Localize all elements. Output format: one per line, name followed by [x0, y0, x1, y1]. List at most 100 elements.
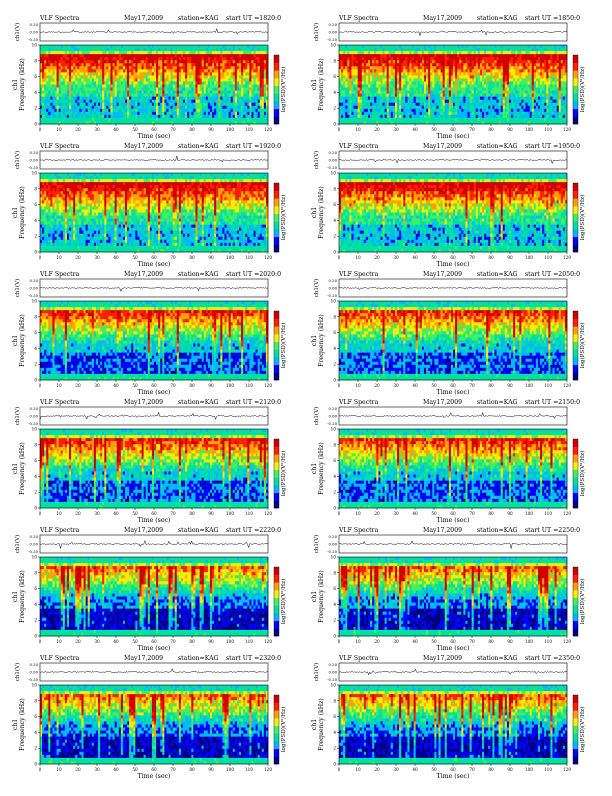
spectrogram-cell — [231, 94, 233, 97]
spectrogram-cell — [409, 66, 411, 69]
spectrogram-cell — [412, 63, 414, 66]
spectrogram-cell — [251, 109, 253, 112]
panel-station: station=KAG — [477, 15, 518, 22]
spectrogram-cell — [235, 91, 237, 94]
spectrogram-cell — [218, 85, 220, 88]
spectrogram-cell — [349, 63, 351, 66]
spectrogram-cell — [351, 48, 353, 51]
spectrogram-cell — [438, 66, 440, 69]
spectrogram-cell — [407, 63, 409, 66]
spectrogram-cell — [455, 60, 457, 63]
spectrogram-cell — [202, 97, 204, 100]
spectrogram-cell — [96, 94, 98, 97]
spectrogram-cell — [106, 118, 108, 121]
spectrogram-cell — [44, 88, 46, 91]
spectrogram-cell — [204, 88, 206, 91]
spectrogram-cell — [243, 63, 245, 66]
spectrogram-cell — [135, 109, 137, 112]
spectrogram-cell — [449, 48, 451, 51]
spectrogram-cell — [79, 91, 81, 94]
spectrogram-cell — [391, 66, 393, 69]
spectrogram-cell — [173, 57, 175, 60]
spectrogram-cell — [220, 45, 222, 48]
spectrogram-cell — [349, 66, 351, 69]
spectrogram-cell — [362, 48, 364, 51]
spectrogram-cell — [131, 45, 133, 48]
spectrogram-cell — [191, 88, 193, 91]
spectrogram-cell — [52, 118, 54, 121]
spectrogram-cell — [106, 103, 108, 106]
spectrogram-cell — [262, 51, 264, 54]
spectrogram-cell — [117, 106, 119, 109]
spectrogram-cell — [264, 75, 266, 78]
spectrogram-cell — [249, 97, 251, 100]
spectrogram-cell — [86, 75, 88, 78]
spectrogram-cell — [563, 45, 565, 48]
spectrogram-cell — [193, 66, 195, 69]
spectrogram-cell — [52, 57, 54, 60]
spectrogram-panel: VLF SpectraMay17,2009station=KAGstart UT… — [311, 15, 586, 140]
spectrogram-cell — [212, 63, 214, 66]
spectrogram-cell — [102, 85, 104, 88]
spectrogram-cell — [123, 72, 125, 75]
spectrogram-cell — [358, 66, 360, 69]
spectrogram-cell — [434, 45, 436, 48]
spectrogram-cell — [212, 103, 214, 106]
spectrogram-cell — [349, 51, 351, 54]
spectrogram-cell — [507, 63, 509, 66]
spectrogram-cell — [104, 115, 106, 118]
spectrogram-cell — [544, 63, 546, 66]
spectrogram-cell — [88, 106, 90, 109]
spectrogram-cell — [189, 78, 191, 81]
spectrogram-cell — [75, 85, 77, 88]
spectrogram-cell — [472, 54, 474, 57]
spectrogram-cell — [260, 69, 262, 72]
spectrogram-cell — [351, 57, 353, 60]
spectrogram-cell — [179, 100, 181, 103]
spectrogram-cell — [94, 69, 96, 72]
spectrogram-cell — [227, 88, 229, 91]
spectrogram-cell — [154, 97, 156, 100]
spectrogram-cell — [258, 66, 260, 69]
spectrogram-cell — [67, 97, 69, 100]
spectrogram-cell — [251, 69, 253, 72]
spectrogram-cell — [253, 54, 255, 57]
spectrogram-cell — [166, 100, 168, 103]
spectrogram-cell — [243, 51, 245, 54]
spectrogram-cell — [42, 103, 44, 106]
spectrogram-cell — [200, 63, 202, 66]
spectrogram-cell — [492, 63, 494, 66]
spectrogram-cell — [121, 63, 123, 66]
spectrogram-cell — [179, 69, 181, 72]
spectrogram-cell — [94, 103, 96, 106]
spectrogram-cell — [50, 51, 52, 54]
spectrogram-cell — [256, 85, 258, 88]
spectrogram-cell — [515, 54, 517, 57]
spectrogram-cell — [515, 60, 517, 63]
spectrogram-cell — [451, 60, 453, 63]
spectrogram-cell — [110, 94, 112, 97]
spectrogram-cell — [424, 60, 426, 63]
spectrogram-cell — [104, 100, 106, 103]
spectrogram-cell — [461, 45, 463, 48]
spectrogram-cell — [227, 85, 229, 88]
spectrogram-cell — [264, 81, 266, 84]
spectrogram-cell — [123, 118, 125, 121]
spectrogram-cell — [247, 118, 249, 121]
spectrogram-cell — [152, 97, 154, 100]
spectrogram-cell — [351, 60, 353, 63]
spectrogram-cell — [247, 115, 249, 118]
spectrogram-cell — [139, 109, 141, 112]
spectrogram-cell — [222, 97, 224, 100]
spectrogram-cell — [150, 88, 152, 91]
spectrogram-cell — [492, 48, 494, 51]
spectrogram-cell — [397, 57, 399, 60]
spectrogram-cell — [57, 78, 59, 81]
spectrogram-cell — [171, 100, 173, 103]
spectrogram-cell — [499, 63, 501, 66]
spectrogram-cell — [106, 60, 108, 63]
spectrogram-cell — [251, 63, 253, 66]
spectrogram-cell — [200, 78, 202, 81]
spectrogram-cell — [237, 118, 239, 121]
spectrogram-cell — [177, 112, 179, 115]
